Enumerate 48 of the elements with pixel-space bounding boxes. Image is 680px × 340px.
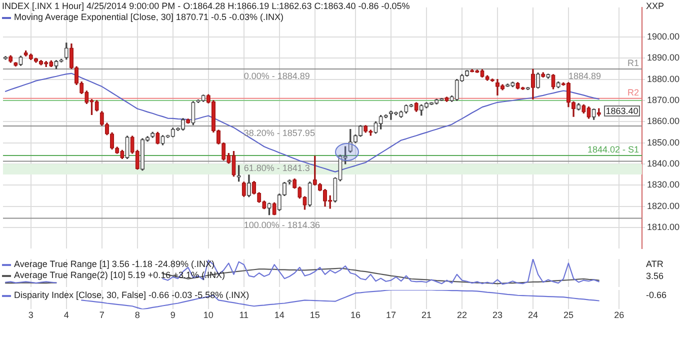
y-tick-label: 1900.00 (647, 32, 680, 42)
x-tick-label: 14 (274, 310, 284, 320)
annotation: 1863.40 (606, 106, 638, 116)
x-tick-label: 15 (310, 310, 320, 320)
x-tick-label: 25 (563, 310, 574, 320)
candlestick (267, 202, 272, 216)
candlestick (18, 56, 23, 66)
x-tick-label: 11 (239, 310, 249, 320)
text: ATR (646, 258, 664, 269)
annotation: 1884.89 (568, 70, 602, 81)
candlestick (444, 96, 449, 102)
annotation: 0.00% - 1884.89 (244, 70, 310, 81)
y-tick-label: 1820.00 (647, 200, 680, 211)
chart-title: INDEX [.INX 1 Hour] 4/25/2014 9:00:00 PM - O:1864.28 H:1866.19 L:1862.63 C:1863.40 -0.86 -0.05% (2, 1, 410, 12)
text: XXP (646, 0, 664, 11)
ref-line-label: R1 (627, 58, 639, 68)
candlestick (125, 136, 130, 160)
y-tick-label: 1890.00 (647, 52, 680, 63)
y-tick-label: 1840.00 (647, 158, 680, 168)
legend-label: Moving Average Exponential [Close, 30] 1870.71 -0.5 -0.03% (.INX) (14, 12, 284, 22)
y-tick-label: 1870.00 (647, 94, 680, 105)
text: 3.56 (646, 270, 664, 281)
ref-line-label: R2 (627, 87, 639, 98)
x-tick-label: 21 (421, 310, 432, 320)
y-tick-label: 1880.00 (647, 74, 680, 84)
candlestick (551, 74, 556, 90)
x-tick-label: 16 (350, 310, 360, 320)
text: -0.66 (646, 290, 667, 300)
x-tick-label: 24 (528, 310, 538, 320)
x-tick-label: 23 (492, 310, 502, 320)
x-tick-label: 7 (99, 310, 104, 320)
annotation: 100.00% - 1814.36 (244, 220, 320, 230)
y-tick-label: 1850.00 (647, 137, 680, 148)
y-tick-label: 1830.00 (647, 180, 680, 190)
y-tick-label: 1860.00 (647, 116, 680, 126)
x-tick-label: 3 (28, 310, 34, 320)
annotation: 38.20% - 1857.95 (244, 128, 315, 138)
x-tick-label: 26 (614, 310, 624, 320)
x-tick-label: 9 (170, 310, 176, 320)
annotation: 61.80% - 1841.3 (244, 163, 310, 174)
x-tick-label: 8 (134, 310, 140, 320)
x-tick-label: 10 (203, 310, 214, 320)
legend-label: Disparity Index [Close, 30, False] -0.66 -0.03 -5.58% (.INX) (14, 290, 250, 300)
x-tick-label: 17 (386, 310, 396, 320)
ref-line-label: 1844.02 - S1 (587, 144, 639, 154)
x-tick-label: 4 (64, 310, 69, 320)
y-tick-label: 1810.00 (647, 222, 680, 232)
x-tick-label: 22 (456, 310, 467, 320)
